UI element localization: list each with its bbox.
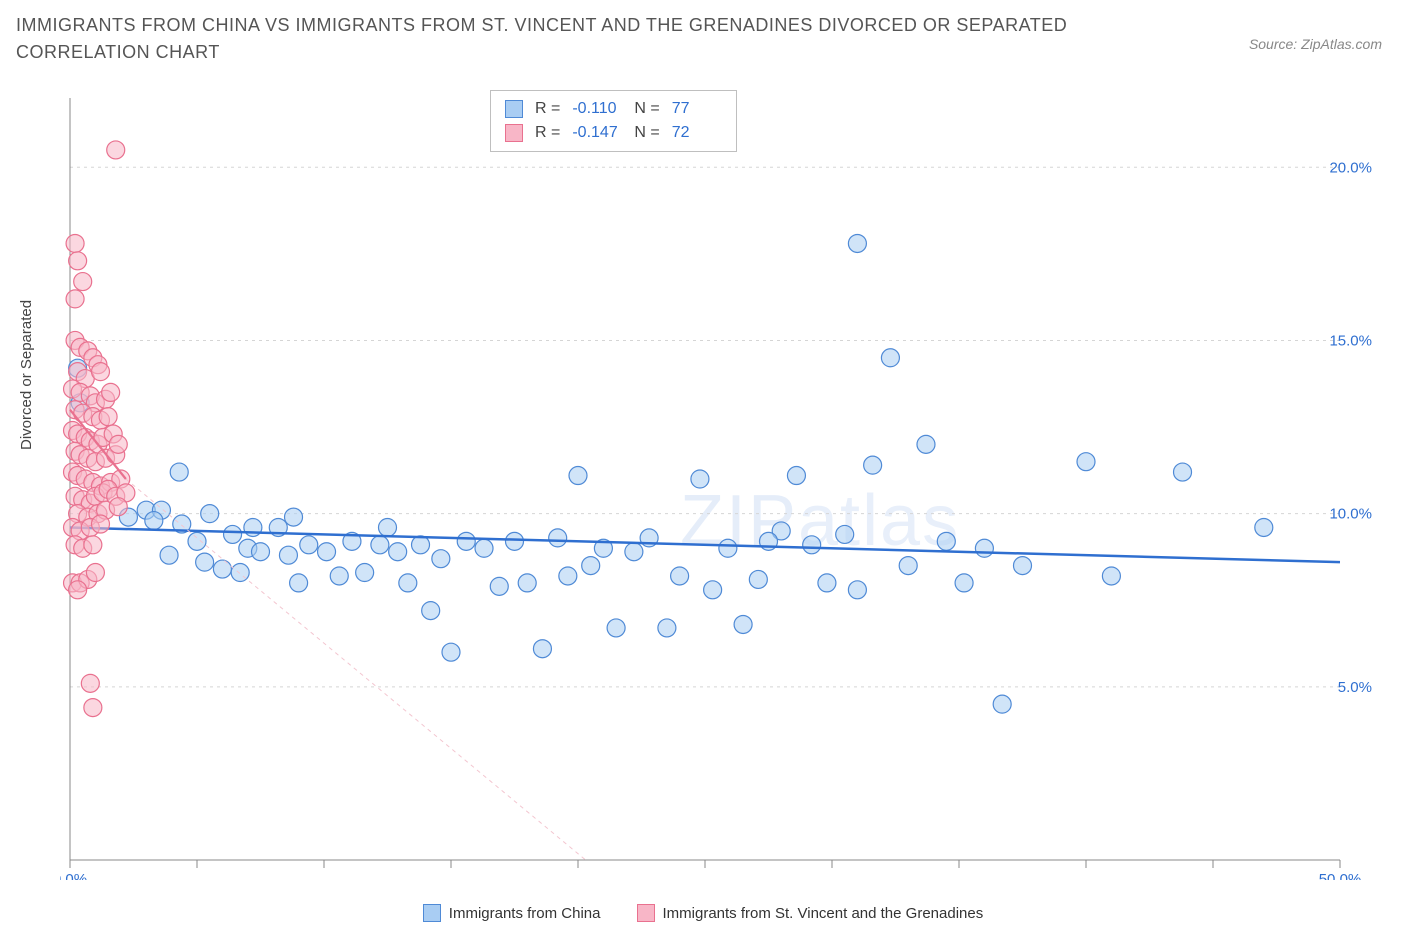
legend-item: Immigrants from China — [423, 904, 601, 922]
r-label: R = — [535, 121, 560, 145]
scatter-chart: 5.0% 10.0% 15.0% 20.0% 0.0% 50.0% — [60, 90, 1380, 880]
legend-item: Immigrants from St. Vincent and the Gren… — [637, 904, 984, 922]
svg-text:0.0%: 0.0% — [60, 871, 87, 880]
source-label: Source: ZipAtlas.com — [1249, 36, 1382, 52]
n-value: 72 — [672, 121, 722, 145]
svg-text:15.0%: 15.0% — [1329, 332, 1372, 349]
legend-label: Immigrants from China — [449, 905, 601, 922]
r-value: -0.147 — [572, 121, 622, 145]
n-label: N = — [634, 121, 659, 145]
svg-text:10.0%: 10.0% — [1329, 506, 1372, 523]
n-label: N = — [634, 97, 659, 121]
r-value: -0.110 — [572, 97, 622, 121]
legend-swatch — [423, 904, 441, 922]
legend-swatch — [505, 124, 523, 142]
series-legend: Immigrants from China Immigrants from St.… — [0, 904, 1406, 922]
n-value: 77 — [672, 97, 722, 121]
chart-area: ZIPatlas 5.0%10.0%15.0%20.0%0.0%50.0% — [60, 90, 1380, 880]
stats-row: R = -0.110 N = 77 — [505, 97, 722, 121]
stats-legend: R = -0.110 N = 77 R = -0.147 N = 72 — [490, 90, 737, 152]
svg-text:5.0%: 5.0% — [1338, 679, 1372, 696]
legend-swatch — [637, 904, 655, 922]
stats-row: R = -0.147 N = 72 — [505, 121, 722, 145]
chart-title: IMMIGRANTS FROM CHINA VS IMMIGRANTS FROM… — [16, 12, 1116, 66]
svg-text:50.0%: 50.0% — [1319, 871, 1362, 880]
r-label: R = — [535, 97, 560, 121]
svg-text:20.0%: 20.0% — [1329, 159, 1372, 176]
legend-label: Immigrants from St. Vincent and the Gren… — [663, 905, 984, 922]
legend-swatch — [505, 100, 523, 118]
y-axis-label: Divorced or Separated — [18, 300, 35, 450]
